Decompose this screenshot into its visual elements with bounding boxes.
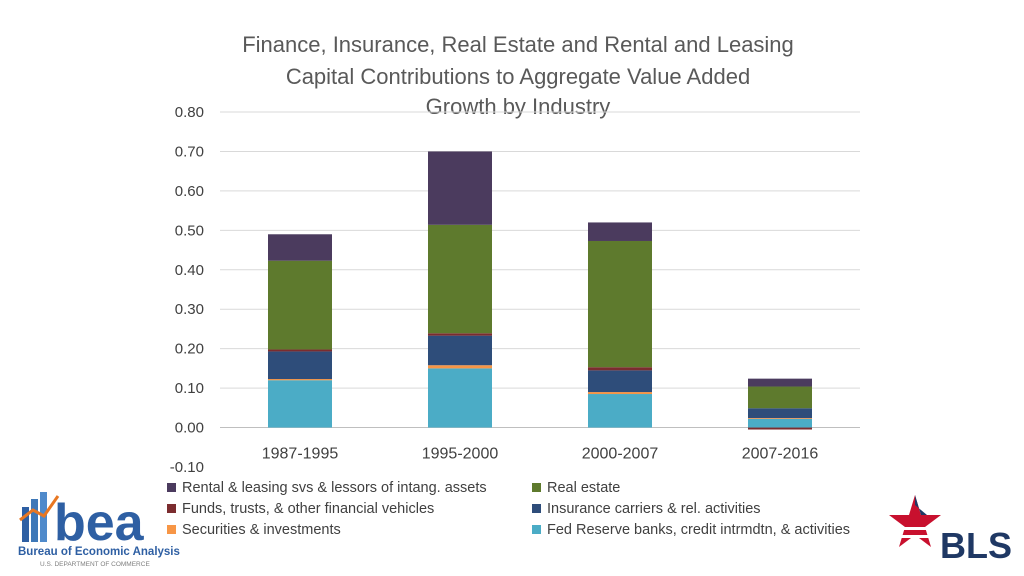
legend-label: Rental & leasing svs & lessors of intang…	[182, 480, 487, 496]
y-tick-label: 0.20	[175, 341, 204, 358]
bar-segment	[428, 333, 492, 336]
chart-title-line: Growth by Industry	[426, 94, 611, 119]
y-tick-label: 0.30	[175, 301, 204, 318]
y-tick-label: 0.00	[175, 420, 204, 437]
bar-segment	[588, 240, 652, 368]
bls-logo: BLS	[889, 495, 1012, 566]
y-tick-label: 0.40	[175, 262, 204, 279]
y-axis-tick-labels: 0.80 0.70 0.60 0.50 0.40 0.30 0.20 0.10 0.00 -0.1…	[170, 104, 204, 476]
bar-segment	[748, 418, 812, 428]
bea-logo-department: U.S. DEPARTMENT OF COMMERCE	[40, 561, 150, 568]
bls-logo-text: BLS	[940, 525, 1012, 566]
y-tick-label: 0.80	[175, 104, 204, 121]
legend-item: Real estate	[532, 480, 620, 496]
legend-label: Insurance carriers & rel. activities	[547, 501, 761, 517]
x-category-label: 2000-2007	[582, 446, 659, 463]
bea-logo: bea Bureau of Economic Analysis U.S. DEP…	[18, 492, 180, 568]
bar-segment	[268, 234, 332, 261]
legend: Rental & leasing svs & lessors of intang…	[167, 480, 850, 538]
bar-segment	[748, 378, 812, 387]
legend-item: Fed Reserve banks, credit intrmdtn, & ac…	[532, 522, 850, 538]
legend-item: Securities & investments	[167, 522, 341, 538]
chart-title-line: Finance, Insurance, Real Estate and Rent…	[242, 32, 794, 57]
bar-segment	[268, 260, 332, 350]
bls-star-icon	[889, 495, 941, 547]
bea-logo-subtitle: Bureau of Economic Analysis	[18, 546, 180, 558]
bar-segment	[588, 394, 652, 428]
bar-segment	[748, 418, 812, 419]
x-category-label: 2007-2016	[742, 446, 819, 463]
bar-segment	[588, 370, 652, 393]
bar-segment	[268, 349, 332, 352]
bar-segment	[428, 224, 492, 334]
legend-swatch	[532, 525, 541, 534]
bar-segment	[588, 367, 652, 371]
y-tick-label: 0.10	[175, 380, 204, 397]
bar-segment	[428, 365, 492, 369]
legend-label: Real estate	[547, 480, 620, 496]
y-tick-label: 0.50	[175, 222, 204, 239]
legend-swatch	[167, 483, 176, 492]
legend-swatch	[532, 483, 541, 492]
bar-segment	[268, 351, 332, 380]
bar-segment	[428, 335, 492, 366]
bea-logo-mark	[19, 492, 60, 542]
x-category-label: 1995-2000	[422, 446, 499, 463]
bar-segment	[748, 386, 812, 409]
bar-segment	[748, 427, 812, 430]
legend-swatch	[532, 504, 541, 513]
bar-segment	[588, 222, 652, 241]
bea-logo-text: bea	[54, 494, 145, 552]
bar-segment	[268, 380, 332, 428]
legend-label: Fed Reserve banks, credit intrmdtn, & ac…	[547, 522, 850, 538]
bar-segment	[588, 392, 652, 395]
x-axis-category-labels: 1987-1995 1995-2000 2000-2007 2007-2016	[262, 446, 819, 463]
legend-item: Rental & leasing svs & lessors of intang…	[167, 480, 487, 496]
y-tick-label: 0.60	[175, 183, 204, 200]
y-tick-label: 0.70	[175, 143, 204, 160]
legend-swatch	[167, 504, 176, 513]
bar-segment	[748, 408, 812, 419]
x-category-label: 1987-1995	[262, 446, 339, 463]
legend-item: Funds, trusts, & other financial vehicle…	[167, 501, 434, 517]
legend-swatch	[167, 525, 176, 534]
legend-label: Funds, trusts, & other financial vehicle…	[182, 501, 434, 517]
legend-label: Securities & investments	[182, 522, 341, 538]
chart-title-line: Capital Contributions to Aggregate Value…	[286, 64, 750, 89]
chart-title: Finance, Insurance, Real Estate and Rent…	[242, 32, 794, 119]
bar-segment	[428, 151, 492, 225]
bar-segment	[428, 368, 492, 428]
bar-segment	[268, 379, 332, 381]
y-tick-label: -0.10	[170, 459, 204, 476]
legend-item: Insurance carriers & rel. activities	[532, 501, 761, 517]
bars	[268, 151, 812, 430]
